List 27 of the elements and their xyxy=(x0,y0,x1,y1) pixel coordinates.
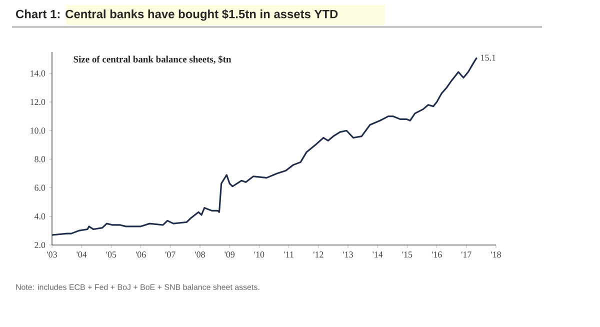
x-tick-label: '07 xyxy=(165,252,176,258)
x-tick-label: '12 xyxy=(313,252,324,258)
y-tick-label: 10.0 xyxy=(30,128,46,134)
x-tick-label: '09 xyxy=(224,252,235,258)
chart-subtitle: Size of central bank balance sheets, $tn xyxy=(74,56,232,64)
annotation: 15.1 xyxy=(481,54,496,61)
x-tick-label: '10 xyxy=(254,252,264,258)
x-tick-label: '03 xyxy=(47,252,57,258)
x-tick-label: '04 xyxy=(76,252,87,258)
x-tick-label: '14 xyxy=(372,252,383,258)
x-tick-label: '06 xyxy=(136,252,146,258)
x-tick-label: '05 xyxy=(106,252,116,258)
x-tick-label: '17 xyxy=(461,252,472,258)
y-tick-label: 12.0 xyxy=(30,98,46,106)
x-tick-label: '11 xyxy=(284,252,294,258)
y-tick-label: 6.0 xyxy=(34,184,46,191)
x-tick-label: '08 xyxy=(195,252,205,258)
y-tick-label: 8.0 xyxy=(34,156,46,162)
x-tick-label: '18 xyxy=(491,252,501,258)
x-tick-label: '16 xyxy=(432,252,442,258)
y-tick-label: 4.0 xyxy=(34,213,46,220)
x-tick-label: '15 xyxy=(402,252,412,258)
chart-title: Chart 1: Central banks have bought $1.5tn in assets YTD xyxy=(16,9,338,21)
x-tick-label: '13 xyxy=(343,252,353,258)
line-series xyxy=(51,56,478,236)
y-tick-label: 2.0 xyxy=(34,242,46,248)
y-tick-label: 14.0 xyxy=(30,70,46,76)
